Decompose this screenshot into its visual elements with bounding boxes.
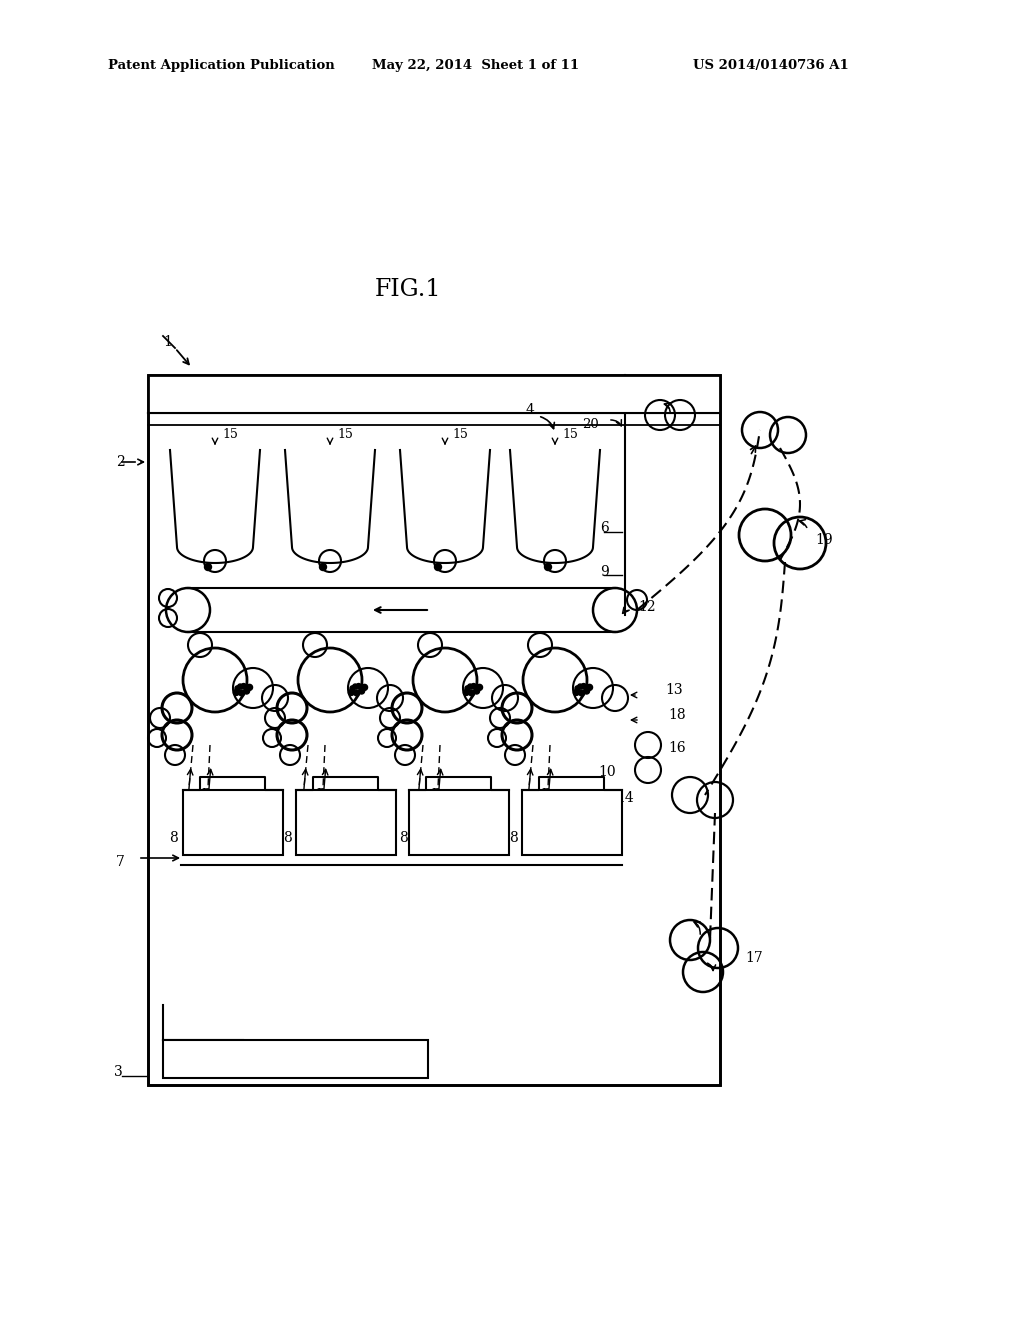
Circle shape [463, 689, 469, 696]
Bar [522, 789, 622, 855]
Text: 8: 8 [509, 832, 517, 845]
Text: FIG.1: FIG.1 [375, 279, 441, 301]
Text: 3: 3 [114, 1065, 123, 1078]
Bar [296, 789, 396, 855]
Text: 14: 14 [616, 791, 634, 805]
Circle shape [476, 684, 482, 690]
Circle shape [239, 690, 245, 696]
Circle shape [361, 684, 368, 690]
Circle shape [233, 689, 240, 696]
Text: 20: 20 [582, 418, 599, 432]
Text: 6: 6 [600, 521, 608, 535]
Circle shape [319, 564, 327, 570]
Text: 8: 8 [398, 832, 408, 845]
Text: 9: 9 [600, 565, 608, 579]
Text: 13: 13 [665, 682, 683, 697]
Circle shape [244, 688, 250, 694]
Circle shape [471, 684, 476, 689]
Text: 1: 1 [164, 335, 172, 348]
Text: P: P [201, 788, 210, 801]
Circle shape [353, 690, 359, 696]
Text: US 2014/0140736 A1: US 2014/0140736 A1 [693, 58, 849, 71]
Text: P: P [541, 788, 550, 801]
Text: 15: 15 [337, 428, 353, 441]
Bar [148, 375, 720, 1085]
Text: May 22, 2014  Sheet 1 of 11: May 22, 2014 Sheet 1 of 11 [372, 58, 580, 71]
Circle shape [579, 690, 585, 696]
Circle shape [581, 684, 586, 689]
Circle shape [587, 684, 593, 690]
Circle shape [234, 686, 240, 690]
Text: 2: 2 [116, 455, 124, 469]
Text: 8: 8 [169, 832, 177, 845]
Text: 4: 4 [525, 403, 535, 417]
Circle shape [574, 686, 580, 690]
Text: 19: 19 [815, 533, 833, 546]
Bar [148, 375, 720, 1085]
Circle shape [545, 564, 552, 570]
Text: 15: 15 [452, 428, 468, 441]
Circle shape [434, 564, 441, 570]
Circle shape [473, 688, 479, 694]
Circle shape [584, 688, 590, 694]
Text: 7: 7 [116, 855, 125, 869]
Circle shape [247, 684, 253, 690]
Text: 15: 15 [562, 428, 578, 441]
Circle shape [238, 684, 243, 689]
Text: P: P [430, 788, 439, 801]
Text: P: P [315, 788, 325, 801]
Circle shape [469, 690, 475, 696]
Text: 11: 11 [459, 832, 477, 845]
Circle shape [578, 684, 583, 689]
Text: 16: 16 [668, 741, 686, 755]
Circle shape [465, 686, 470, 690]
Bar [183, 789, 283, 855]
Circle shape [205, 564, 212, 570]
Circle shape [241, 684, 246, 689]
Text: 12: 12 [638, 601, 655, 614]
Text: 15: 15 [222, 428, 238, 441]
Text: Patent Application Publication: Patent Application Publication [108, 58, 335, 71]
Text: 17: 17 [745, 950, 763, 965]
Bar [409, 789, 509, 855]
Circle shape [352, 684, 357, 689]
Circle shape [573, 689, 580, 696]
Circle shape [348, 689, 354, 696]
Text: 18: 18 [668, 708, 686, 722]
Circle shape [350, 686, 355, 690]
Bar [163, 1040, 428, 1078]
Text: 10: 10 [598, 766, 615, 779]
Circle shape [356, 684, 361, 689]
Circle shape [468, 684, 473, 689]
Text: 8: 8 [284, 832, 293, 845]
Circle shape [358, 688, 365, 694]
